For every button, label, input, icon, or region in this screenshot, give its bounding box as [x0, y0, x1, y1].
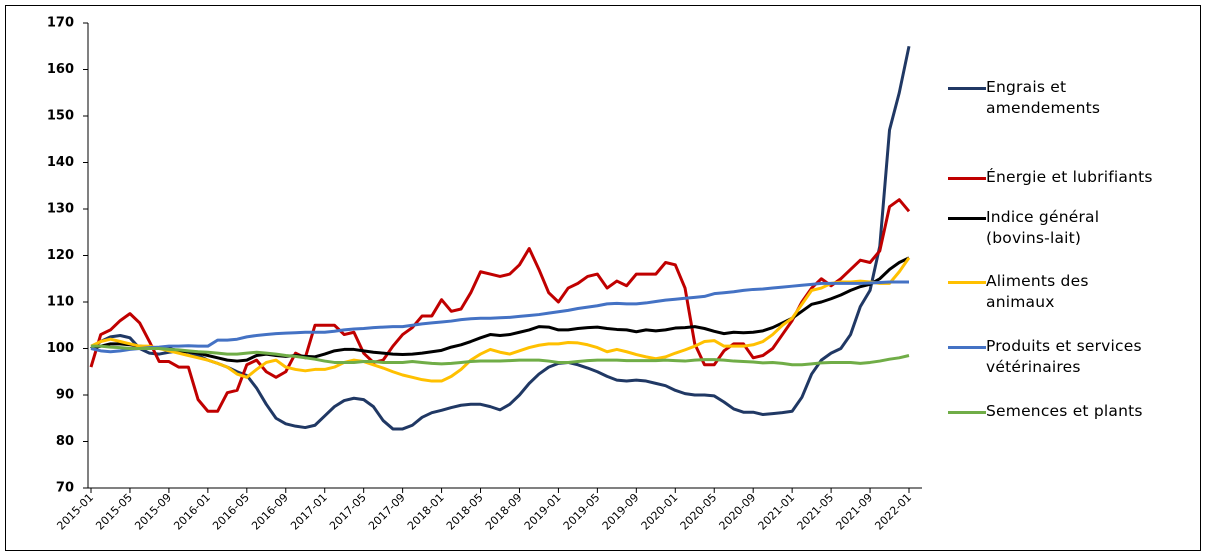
- legend-item: Produits et services vétérinaires: [948, 336, 1208, 378]
- y-tick-label: 120: [47, 248, 74, 263]
- legend-item: Énergie et lubrifiants: [948, 167, 1208, 188]
- legend-swatch: [948, 346, 986, 349]
- y-tick-label: 110: [47, 295, 74, 310]
- legend-label: Indice général (bovins-lait): [986, 208, 1100, 247]
- y-tick-label: 80: [56, 434, 74, 449]
- series-line: [89, 198, 911, 413]
- legend-label: Aliments des animaux: [986, 272, 1089, 311]
- y-tick-label: 90: [56, 388, 74, 403]
- legend-label: Énergie et lubrifiants: [986, 168, 1153, 186]
- chart-frame: [5, 5, 1201, 551]
- y-tick-label: 160: [47, 62, 74, 77]
- y-tick-label: 150: [47, 109, 74, 124]
- legend-swatch: [948, 87, 986, 90]
- legend-swatch: [948, 217, 986, 220]
- legend-item: Semences et plants: [948, 401, 1208, 422]
- y-tick-label: 130: [47, 202, 74, 217]
- series-line: [91, 344, 910, 367]
- legend-swatch: [948, 177, 986, 180]
- legend-swatch: [948, 281, 986, 284]
- legend-label: Engrais et amendements: [986, 78, 1101, 117]
- series-line: [90, 256, 910, 363]
- y-tick-label: 70: [56, 481, 74, 496]
- y-tick-label: 170: [47, 16, 74, 31]
- y-tick-label: 100: [47, 341, 74, 356]
- legend-item: Indice général (bovins-lait): [948, 207, 1208, 249]
- series-line: [90, 256, 911, 383]
- legend-swatch: [948, 411, 986, 414]
- legend-item: Engrais et amendements: [948, 77, 1208, 119]
- legend-item: Aliments des animaux: [948, 271, 1208, 313]
- legend-label: Semences et plants: [986, 402, 1143, 420]
- legend-label: Produits et services vétérinaires: [986, 337, 1142, 376]
- series-line: [90, 280, 909, 354]
- y-tick-label: 140: [47, 155, 74, 170]
